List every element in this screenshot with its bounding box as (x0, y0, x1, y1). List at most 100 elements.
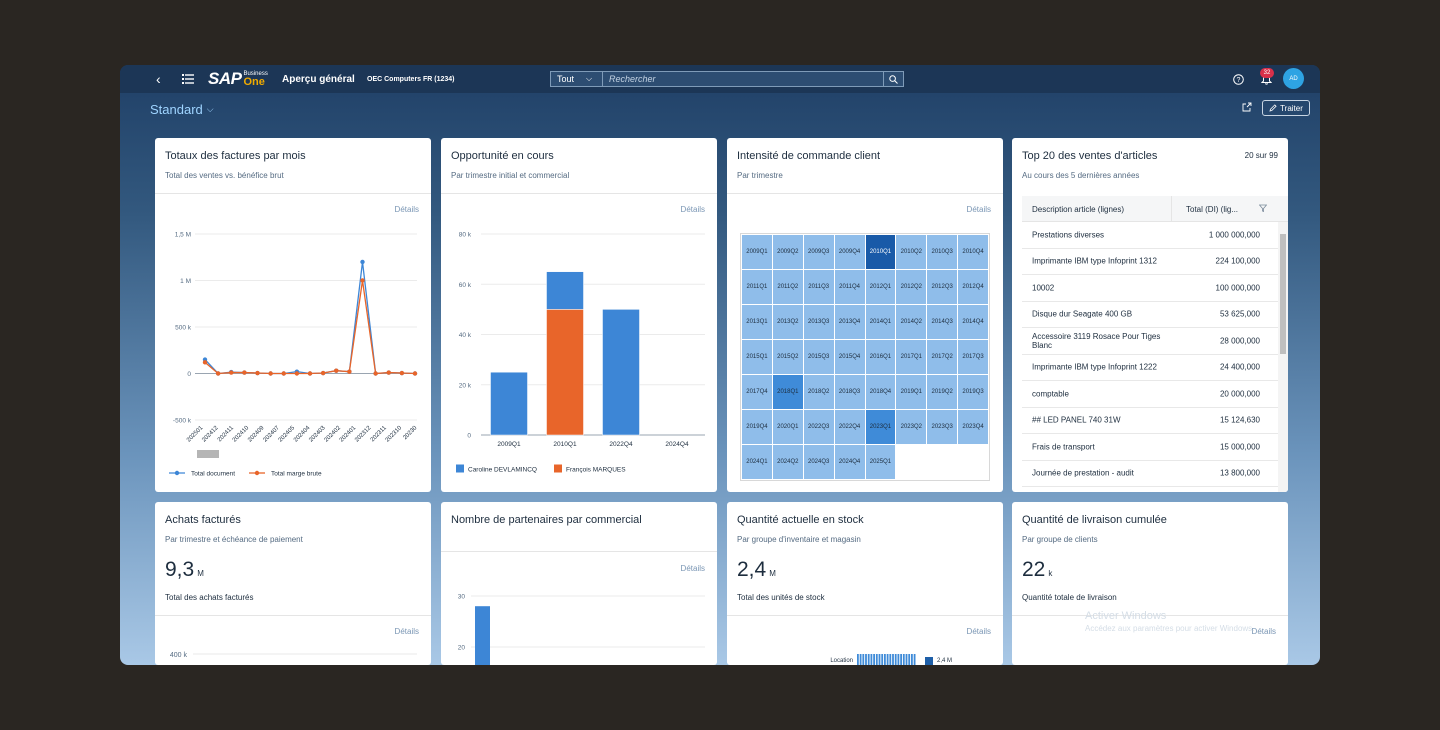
table-row[interactable]: Journée de prestation - audit 13 800,000 (1022, 461, 1278, 487)
heatmap-cell[interactable]: 2014Q1 (864, 304, 897, 340)
details-link[interactable]: Détails (394, 627, 419, 636)
heatmap-cell[interactable]: 2010Q3 (926, 234, 959, 270)
heatmap-cell[interactable]: 2014Q3 (926, 304, 959, 340)
heatmap-cell[interactable]: 2023Q1 (864, 409, 897, 445)
heatmap-cell[interactable]: 2011Q2 (771, 269, 804, 305)
table-row[interactable]: ## LED PANEL 740 31W 15 124,630 (1022, 408, 1278, 434)
heatmap-cell[interactable]: 2012Q3 (926, 269, 959, 305)
heatmap-cell[interactable]: 2009Q4 (833, 234, 866, 270)
heatmap-row: 2013Q1 2013Q2 2013Q3 2013Q4 2014Q1 2014Q2 2014… (741, 304, 989, 340)
variant-selector[interactable]: Standard ⌵ (150, 102, 214, 117)
opportunities-card[interactable]: Opportunité en cours Par trimestre initi… (441, 138, 717, 492)
heatmap-cell[interactable]: 2023Q2 (895, 409, 928, 445)
heatmap-cell[interactable]: 2011Q4 (833, 269, 866, 305)
heatmap-cell[interactable]: 2015Q3 (802, 339, 835, 375)
delivery-card[interactable]: Quantité de livraison cumulée Par groupe… (1012, 502, 1288, 665)
details-link[interactable]: Détails (680, 564, 705, 573)
heatmap-cell[interactable]: 2011Q3 (802, 269, 835, 305)
heatmap-cell[interactable]: 2017Q4 (741, 374, 773, 410)
share-icon[interactable] (1242, 102, 1252, 115)
details-link[interactable]: Détails (394, 205, 419, 214)
stock-card[interactable]: Quantité actuelle en stock Par groupe d'… (727, 502, 1003, 665)
heatmap-cell[interactable]: 2018Q1 (771, 374, 804, 410)
heatmap-cell[interactable]: 2017Q1 (895, 339, 928, 375)
stock-bar-segment (867, 654, 870, 665)
y-tick-label: 500 k (175, 325, 192, 332)
heatmap-cell[interactable]: 2024Q2 (771, 444, 804, 480)
heatmap-cell[interactable]: 2014Q2 (895, 304, 928, 340)
table-row[interactable]: 10002 100 000,000 (1022, 275, 1278, 302)
heatmap-cell[interactable]: 2023Q4 (957, 409, 989, 445)
heatmap-cell[interactable]: 2010Q4 (957, 234, 989, 270)
heatmap-cell[interactable]: 2022Q4 (833, 409, 866, 445)
heatmap-cell[interactable]: 2019Q4 (741, 409, 773, 445)
heatmap-cell[interactable]: 2010Q1 (864, 234, 897, 270)
heatmap-cell[interactable]: 2018Q2 (802, 374, 835, 410)
company-name[interactable]: OEC Computers FR (1234) (367, 75, 455, 83)
details-link[interactable]: Détails (966, 205, 991, 214)
order-intensity-card[interactable]: Intensité de commande client Par trimest… (727, 138, 1003, 492)
heatmap-cell[interactable]: 2012Q1 (864, 269, 897, 305)
search-button[interactable] (883, 72, 903, 86)
heatmap-cell[interactable]: 2024Q1 (741, 444, 773, 480)
heatmap-cell[interactable]: 2009Q1 (741, 234, 773, 270)
table-row[interactable]: Prestations diverses 1 000 000,000 (1022, 222, 1278, 249)
table-row[interactable]: Imprimante IBM type Infoprint 1312 224 10… (1022, 249, 1278, 275)
heatmap-cell[interactable]: 2009Q2 (771, 234, 804, 270)
search-input[interactable]: Rechercher (609, 74, 656, 84)
kpi-unit: M (769, 569, 776, 578)
heatmap-cell[interactable]: 2013Q1 (741, 304, 773, 340)
invoice-totals-card[interactable]: Totaux des factures par mois Total des v… (155, 138, 431, 492)
top-sales-card[interactable]: Top 20 des ventes d'articles 20 sur 99 A… (1012, 138, 1288, 492)
column-header-description[interactable]: Description article (lignes) (1032, 205, 1125, 214)
filter-icon[interactable] (1258, 204, 1268, 214)
heatmap-cell[interactable]: 2014Q4 (957, 304, 989, 340)
edit-button[interactable]: Traiter (1262, 100, 1310, 116)
menu-icon[interactable] (182, 65, 194, 93)
card-title: Quantité actuelle en stock (737, 514, 864, 526)
back-icon[interactable]: ‹ (156, 71, 161, 87)
table-row[interactable]: comptable 20 000,000 (1022, 381, 1278, 408)
details-link[interactable]: Détails (966, 627, 991, 636)
heatmap-cell[interactable]: 2017Q2 (926, 339, 959, 375)
heatmap-cell[interactable]: 2012Q2 (895, 269, 928, 305)
heatmap-cell[interactable]: 2019Q2 (926, 374, 959, 410)
heatmap-cell[interactable]: 2011Q1 (741, 269, 773, 305)
table-row[interactable]: Imprimante IBM type Infoprint 1222 24 400… (1022, 355, 1278, 381)
heatmap-cell[interactable]: 2023Q3 (926, 409, 959, 445)
table-row[interactable]: Disque dur Seagate 400 GB 53 625,000 (1022, 302, 1278, 328)
heatmap-cell[interactable]: 2019Q3 (957, 374, 989, 410)
heatmap-cell[interactable]: 2010Q2 (895, 234, 928, 270)
heatmap-cell[interactable]: 2017Q3 (957, 339, 989, 375)
avatar[interactable]: AD (1283, 68, 1304, 89)
app-logo[interactable]: SAP Business One (208, 65, 268, 93)
column-header-total[interactable]: Total (DI) (lig... (1186, 205, 1239, 214)
heatmap-cell[interactable]: 2013Q2 (771, 304, 804, 340)
table-row[interactable]: Accessoire 3119 Rosace Pour Tiges Blanc 2… (1022, 328, 1278, 355)
heatmap-cell[interactable]: 2012Q4 (957, 269, 989, 305)
heatmap-cell[interactable]: 2025Q1 (864, 444, 897, 480)
purchases-card[interactable]: Achats facturés Par trimestre et échéanc… (155, 502, 431, 665)
heatmap-cell[interactable]: 2019Q1 (895, 374, 928, 410)
heatmap-cell[interactable]: 2024Q4 (833, 444, 866, 480)
heatmap-cell[interactable]: 2015Q2 (771, 339, 804, 375)
scrollbar-thumb[interactable] (1280, 234, 1286, 354)
details-link[interactable]: Détails (1251, 627, 1276, 636)
partners-card[interactable]: Nombre de partenaires par commercial Dét… (441, 502, 717, 665)
heatmap-cell[interactable]: 2013Q3 (802, 304, 835, 340)
heatmap-cell[interactable]: 2018Q4 (864, 374, 897, 410)
heatmap-cell[interactable]: 2015Q1 (741, 339, 773, 375)
details-link[interactable]: Détails (680, 205, 705, 214)
heatmap-cell[interactable]: 2009Q3 (802, 234, 835, 270)
table-scrollbar[interactable] (1278, 222, 1288, 492)
table-row[interactable]: Frais de transport 15 000,000 (1022, 434, 1278, 461)
heatmap-cell[interactable]: 2020Q1 (771, 409, 804, 445)
help-icon[interactable]: ? (1233, 65, 1244, 93)
search-scope-select[interactable]: Tout ⌵ (551, 72, 603, 86)
heatmap-cell[interactable]: 2022Q3 (802, 409, 835, 445)
heatmap-cell[interactable]: 2016Q1 (864, 339, 897, 375)
heatmap-cell[interactable]: 2024Q3 (802, 444, 835, 480)
heatmap-cell[interactable]: 2018Q3 (833, 374, 866, 410)
heatmap-cell[interactable]: 2013Q4 (833, 304, 866, 340)
heatmap-cell[interactable]: 2015Q4 (833, 339, 866, 375)
